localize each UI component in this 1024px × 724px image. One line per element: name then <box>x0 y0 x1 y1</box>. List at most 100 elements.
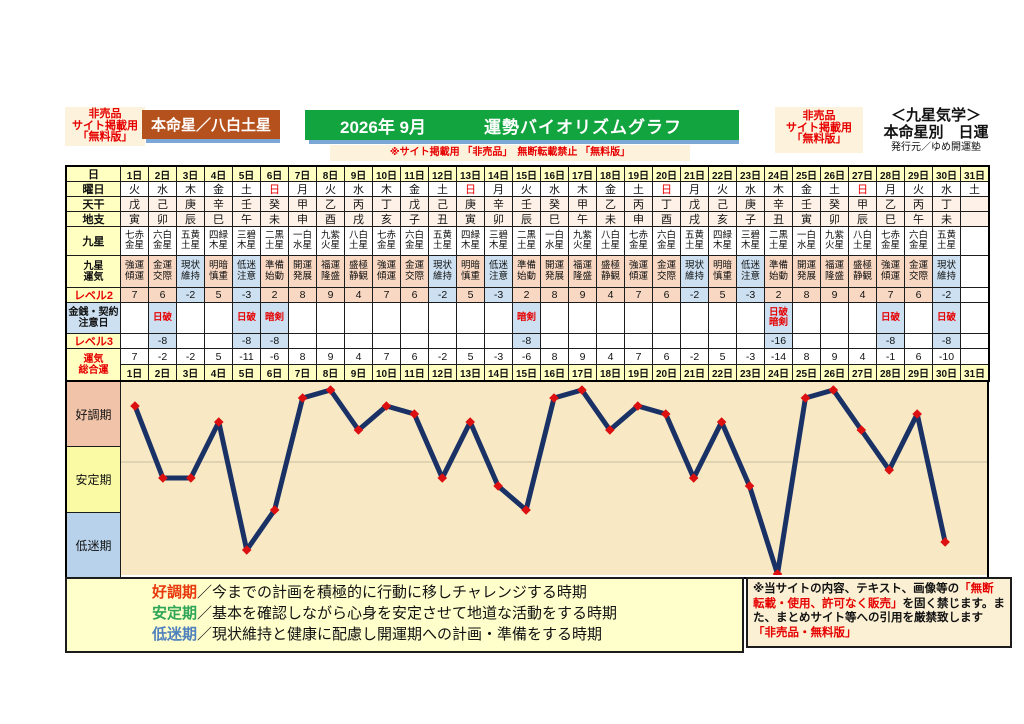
tenkan-cell: 甲 <box>289 197 316 211</box>
legend-line-3: 低迷期／現状維持と健康に配慮し開運期への計画・準備をする時期 <box>67 624 742 645</box>
level3-cell: -8 <box>513 334 540 348</box>
unki-cell: 福運 隆盛 <box>821 256 848 287</box>
tenkan-cell: 乙 <box>597 197 624 211</box>
day-header-cell: 13日 <box>457 167 484 181</box>
level3-cell <box>681 334 708 348</box>
unki-cell: 福運 隆盛 <box>317 256 344 287</box>
total-cell: 9 <box>569 349 596 364</box>
honmeisei-title: 本命星／八白土星 <box>142 110 280 139</box>
kyusei-cell: 三碧 木星 <box>737 227 764 255</box>
day-header-bottom-cell: 14日 <box>485 365 512 380</box>
caution-cell <box>709 303 736 333</box>
row-label-weekday: 曜日 <box>67 182 120 196</box>
tenkan-cell: 戊 <box>681 197 708 211</box>
day-header-cell: 27日 <box>849 167 876 181</box>
weekday-cell: 土 <box>429 182 456 196</box>
caution-cell <box>793 303 820 333</box>
tenkan-cell <box>961 197 988 211</box>
weekday-cell: 月 <box>877 182 904 196</box>
chishi-cell: 午 <box>905 212 932 226</box>
level2-cell: 6 <box>401 288 428 302</box>
chishi-cell: 巳 <box>541 212 568 226</box>
weekday-cell: 土 <box>233 182 260 196</box>
legend-desc: ／現状維持と健康に配慮し開運期への計画・準備をする時期 <box>197 626 603 643</box>
weekday-cell: 水 <box>737 182 764 196</box>
unki-cell: 金運 交際 <box>905 256 932 287</box>
level2-cell: 9 <box>821 288 848 302</box>
weekday-cell: 金 <box>597 182 624 196</box>
honmeisei-label: 本命星／八白土星 <box>150 117 271 134</box>
kyusei-cell: 一白 水星 <box>541 227 568 255</box>
total-cell: 6 <box>905 349 932 364</box>
biorhythm-graph: 好調期 安定期 低迷期 <box>65 382 989 579</box>
day-header-bottom-cell: 23日 <box>737 365 764 380</box>
weekday-cell: 木 <box>177 182 204 196</box>
kyusei-cell: 八白 土星 <box>597 227 624 255</box>
title-underline <box>309 140 739 144</box>
weekday-cell: 水 <box>149 182 176 196</box>
unki-cell: 金運 交際 <box>149 256 176 287</box>
level3-cell: -8 <box>261 334 288 348</box>
tenkan-cell: 甲 <box>569 197 596 211</box>
day-header-cell: 18日 <box>597 167 624 181</box>
chishi-cell: 午 <box>233 212 260 226</box>
caution-cell: 日破 <box>877 303 904 333</box>
level3-cell <box>737 334 764 348</box>
chishi-cell: 酉 <box>317 212 344 226</box>
tenkan-cell: 丙 <box>625 197 652 211</box>
chishi-cell: 辰 <box>849 212 876 226</box>
unki-cell: 金運 交際 <box>653 256 680 287</box>
weekday-cell: 日 <box>653 182 680 196</box>
row-label-total: 運気 総合運 <box>67 349 120 380</box>
total-cell: -14 <box>765 349 792 364</box>
level3-cell <box>709 334 736 348</box>
day-header-cell: 15日 <box>513 167 540 181</box>
band-label-2: 安定期 <box>67 447 120 513</box>
weekday-cell: 火 <box>513 182 540 196</box>
weekday-cell: 日 <box>457 182 484 196</box>
level3-cell <box>457 334 484 348</box>
kyusei-cell: 四緑 木星 <box>205 227 232 255</box>
level2-cell: 4 <box>849 288 876 302</box>
caution-cell <box>401 303 428 333</box>
right-nonsale-badge: 非売品 サイト掲載用 「無料版」 <box>775 107 863 153</box>
unki-cell: 準備 始動 <box>513 256 540 287</box>
unki-cell: 低迷 注意 <box>737 256 764 287</box>
unki-cell: 金運 交際 <box>401 256 428 287</box>
kyusei-cell: 七赤 金星 <box>625 227 652 255</box>
total-cell: 8 <box>793 349 820 364</box>
tenkan-cell: 己 <box>429 197 456 211</box>
kyusei-cell: 五黄 土星 <box>933 227 960 255</box>
day-header-cell: 25日 <box>793 167 820 181</box>
level2-cell: 6 <box>149 288 176 302</box>
level2-cell: 6 <box>653 288 680 302</box>
caution-cell <box>849 303 876 333</box>
level2-cell: 7 <box>373 288 400 302</box>
caution-cell <box>625 303 652 333</box>
unki-cell: 低迷 注意 <box>485 256 512 287</box>
total-cell: 5 <box>205 349 232 364</box>
row-label-level3: レベル3 <box>67 334 120 348</box>
tenkan-cell: 庚 <box>737 197 764 211</box>
level3-cell <box>177 334 204 348</box>
level3-cell <box>653 334 680 348</box>
badge-line: 非売品 <box>802 110 836 122</box>
level2-cell: 5 <box>457 288 484 302</box>
level3-cell <box>849 334 876 348</box>
chishi-cell <box>961 212 988 226</box>
tenkan-cell: 乙 <box>317 197 344 211</box>
chishi-cell: 丑 <box>765 212 792 226</box>
chishi-cell: 酉 <box>653 212 680 226</box>
day-header-bottom-cell: 26日 <box>821 365 848 380</box>
chishi-cell: 未 <box>261 212 288 226</box>
weekday-cell: 木 <box>373 182 400 196</box>
tenkan-cell: 戊 <box>121 197 148 211</box>
honmeisei-underline <box>146 139 280 143</box>
band-label-3: 低迷期 <box>67 513 120 577</box>
tenkan-cell: 甲 <box>849 197 876 211</box>
weekday-cell: 金 <box>401 182 428 196</box>
caution-cell <box>653 303 680 333</box>
day-header-cell: 31日 <box>961 167 988 181</box>
day-header-bottom-cell: 13日 <box>457 365 484 380</box>
total-cell: -2 <box>681 349 708 364</box>
